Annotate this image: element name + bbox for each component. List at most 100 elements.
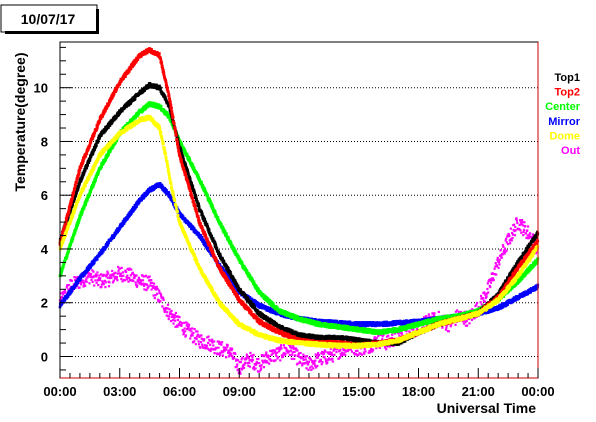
data-point bbox=[198, 335, 201, 339]
data-point bbox=[134, 275, 137, 278]
data-point bbox=[317, 351, 320, 355]
data-point bbox=[271, 352, 274, 355]
data-point bbox=[254, 367, 257, 370]
data-point bbox=[394, 323, 397, 326]
data-point bbox=[329, 322, 333, 326]
data-point bbox=[287, 351, 290, 354]
data-point bbox=[217, 340, 221, 343]
data-point bbox=[120, 277, 123, 281]
data-point bbox=[534, 252, 538, 255]
data-point bbox=[492, 309, 496, 312]
data-point bbox=[252, 367, 255, 370]
data-point bbox=[302, 353, 305, 356]
data-point bbox=[375, 336, 378, 339]
data-point bbox=[518, 295, 521, 299]
data-point bbox=[398, 334, 401, 337]
data-point bbox=[291, 353, 294, 356]
data-point bbox=[238, 292, 241, 295]
data-point bbox=[160, 294, 163, 297]
data-point bbox=[70, 289, 74, 293]
data-point bbox=[170, 309, 173, 313]
data-point bbox=[238, 370, 242, 373]
data-point bbox=[382, 320, 385, 324]
data-point bbox=[235, 252, 239, 256]
data-point bbox=[212, 348, 215, 351]
data-point bbox=[230, 347, 234, 350]
data-point bbox=[244, 361, 247, 364]
data-point bbox=[276, 357, 279, 360]
data-point bbox=[162, 298, 165, 301]
data-point bbox=[290, 346, 293, 349]
data-point bbox=[260, 364, 263, 367]
data-point bbox=[191, 334, 194, 337]
data-point bbox=[237, 255, 240, 258]
data-point bbox=[484, 293, 487, 297]
data-point bbox=[80, 283, 83, 286]
data-point bbox=[62, 264, 65, 268]
data-point bbox=[196, 173, 200, 177]
data-point bbox=[496, 258, 499, 262]
data-point bbox=[471, 308, 474, 311]
data-point bbox=[107, 285, 111, 288]
data-point bbox=[510, 237, 513, 241]
data-point bbox=[292, 346, 295, 349]
data-point bbox=[294, 354, 297, 357]
data-point bbox=[84, 201, 88, 205]
data-point bbox=[374, 338, 377, 341]
data-point bbox=[170, 319, 173, 323]
data-point bbox=[181, 322, 184, 325]
data-point bbox=[203, 338, 206, 341]
data-point bbox=[238, 360, 241, 364]
data-point bbox=[373, 336, 376, 339]
data-point bbox=[320, 352, 323, 355]
data-point bbox=[173, 313, 176, 317]
data-point bbox=[189, 334, 193, 337]
data-point bbox=[300, 356, 303, 359]
data-point bbox=[80, 211, 84, 215]
data-point bbox=[391, 333, 394, 336]
data-point bbox=[344, 353, 347, 356]
data-point bbox=[113, 272, 116, 275]
data-point bbox=[124, 219, 127, 223]
data-point bbox=[67, 283, 70, 287]
data-point bbox=[89, 189, 93, 192]
data-point bbox=[142, 275, 145, 278]
data-point bbox=[486, 287, 489, 291]
data-point bbox=[153, 285, 156, 288]
data-point bbox=[226, 344, 229, 347]
data-point bbox=[240, 368, 244, 371]
data-point bbox=[153, 296, 156, 300]
data-point bbox=[422, 316, 426, 319]
data-point bbox=[115, 277, 118, 280]
data-point bbox=[520, 231, 523, 234]
data-point bbox=[256, 362, 259, 365]
data-point bbox=[164, 109, 167, 113]
data-point bbox=[290, 357, 293, 360]
data-point bbox=[528, 233, 531, 236]
data-point bbox=[504, 239, 507, 242]
data-point bbox=[328, 351, 332, 354]
data-point bbox=[95, 274, 99, 277]
data-point bbox=[326, 358, 330, 361]
data-point bbox=[107, 153, 110, 156]
data-point bbox=[169, 311, 172, 314]
data-point bbox=[111, 273, 114, 276]
data-point bbox=[475, 303, 478, 306]
data-point bbox=[352, 352, 356, 355]
data-point bbox=[236, 359, 240, 362]
data-point bbox=[315, 356, 318, 359]
data-point bbox=[306, 360, 309, 363]
data-point bbox=[138, 282, 142, 285]
data-point bbox=[206, 347, 209, 350]
data-point bbox=[59, 272, 63, 276]
data-point bbox=[497, 266, 500, 269]
data-point bbox=[170, 196, 173, 199]
data-point bbox=[317, 353, 321, 357]
data-point bbox=[298, 360, 301, 363]
data-point bbox=[288, 350, 291, 353]
data-point bbox=[180, 144, 184, 148]
data-point bbox=[83, 284, 87, 287]
data-point bbox=[104, 158, 107, 162]
data-point bbox=[260, 367, 263, 370]
data-point bbox=[131, 119, 134, 123]
